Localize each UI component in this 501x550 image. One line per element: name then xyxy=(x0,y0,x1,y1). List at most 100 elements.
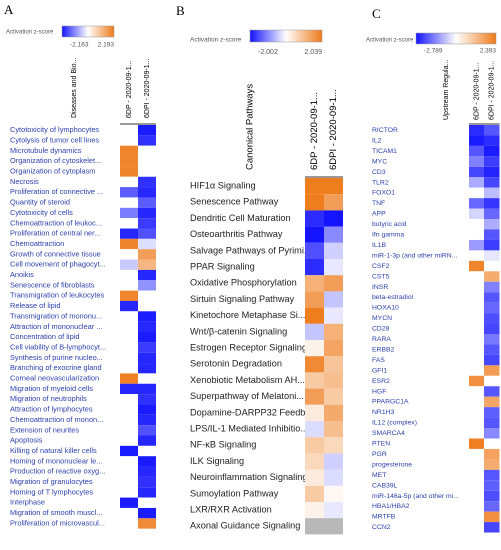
row-label: HIF1α Signaling xyxy=(190,181,256,191)
heat-cell xyxy=(120,456,138,467)
row-label: Homing of mononuclear le... xyxy=(10,456,102,465)
row-label: FOXO1 xyxy=(372,190,395,197)
panel-label: B xyxy=(176,3,185,18)
heat-cell xyxy=(484,198,500,209)
heat-cell xyxy=(469,198,485,209)
heat-cell xyxy=(469,260,485,272)
heat-cell xyxy=(484,313,500,324)
column-header: 6DPI - 2020-09-1... xyxy=(328,89,339,170)
heat-cell xyxy=(469,448,485,460)
heat-cell xyxy=(469,156,485,167)
panel-label: A xyxy=(4,2,14,17)
heat-cell xyxy=(469,177,485,188)
heat-cell xyxy=(120,300,138,312)
legend-scale xyxy=(249,29,323,43)
row-label: Transmigration of leukocytes xyxy=(10,291,105,300)
column-header: 6DPI - 2020-09-1... xyxy=(489,60,496,120)
row-label: Chemoattraction of leukoc... xyxy=(10,218,102,227)
row-label: MRTFB xyxy=(372,514,396,521)
heat-cell xyxy=(484,239,500,251)
heat-cell xyxy=(484,490,500,502)
heat-cell xyxy=(484,208,500,220)
heat-cell xyxy=(305,518,324,535)
heat-cell xyxy=(469,302,485,314)
heat-cell xyxy=(469,145,485,157)
heat-cell xyxy=(120,269,138,281)
heat-cell xyxy=(305,178,324,195)
heat-cell xyxy=(469,208,485,220)
heat-cell xyxy=(324,340,343,357)
row-label: Cell movement of phagocyt... xyxy=(10,260,106,269)
row-label: GFI1 xyxy=(372,367,387,374)
heat-cell xyxy=(138,445,156,457)
row-label: CCN2 xyxy=(372,524,391,531)
heat-cell xyxy=(469,166,485,178)
heat-cell xyxy=(324,210,343,227)
row-label: IL2 xyxy=(372,137,382,144)
row-label: LPS/IL-1 Mediated Inhibitio... xyxy=(190,424,308,434)
row-label: Wnt/β-catenin Signaling xyxy=(190,326,287,336)
row-header: Diseases and Bio... xyxy=(71,58,78,118)
heat-cell xyxy=(138,352,156,364)
heat-cell xyxy=(305,437,324,454)
row-label: Organization of cytoplasm xyxy=(10,167,95,176)
heat-cell xyxy=(469,459,485,470)
row-label: PPAR Signaling xyxy=(190,262,255,272)
heat-cell xyxy=(469,365,485,376)
heat-cell xyxy=(305,502,324,519)
heat-cell xyxy=(484,281,500,293)
row-label: Cell viability of B-lymphocyt... xyxy=(10,342,106,351)
heat-cell xyxy=(324,453,343,470)
heat-cell xyxy=(305,275,324,292)
row-label: MYC xyxy=(372,158,387,165)
heat-cell xyxy=(138,135,156,146)
row-label: Corneal neovascularization xyxy=(10,374,99,383)
heat-cell xyxy=(484,250,500,261)
heat-cell xyxy=(484,375,500,387)
row-label: Attraction of lymphocytes xyxy=(10,405,93,414)
heat-cell xyxy=(120,218,138,229)
legend-scale xyxy=(415,32,497,45)
heat-cell xyxy=(120,228,138,239)
row-label: RICTOR xyxy=(372,127,398,134)
row-label: Dopamine-DARPP32 Feedb... xyxy=(190,407,313,417)
heat-cell xyxy=(138,156,156,167)
heat-cell xyxy=(138,300,156,312)
heat-cell xyxy=(469,250,485,261)
heat-cell xyxy=(138,394,156,405)
heat-cell xyxy=(138,363,156,374)
heat-cell xyxy=(138,249,156,260)
heat-cell xyxy=(120,363,138,374)
heat-cell xyxy=(484,480,500,491)
row-label: INSR xyxy=(372,284,388,291)
heat-cell xyxy=(484,365,500,376)
heat-cell xyxy=(138,332,156,343)
heat-cell xyxy=(138,280,156,291)
heat-cell xyxy=(120,394,138,405)
heat-cell xyxy=(469,438,485,449)
panel-label: C xyxy=(372,6,381,21)
heat-cell xyxy=(469,375,485,387)
row-label: SMARCA4 xyxy=(372,430,405,437)
heat-cell xyxy=(484,135,500,146)
row-label: Concentration of lipid xyxy=(10,332,79,341)
heat-cell xyxy=(120,249,138,260)
legend-scale xyxy=(61,25,115,38)
heat-cell xyxy=(120,476,138,488)
row-label: Homing of T lymphocytes xyxy=(10,487,93,496)
heat-cell xyxy=(120,145,138,157)
row-label: IL12 (complex) xyxy=(372,420,417,427)
heat-cell xyxy=(469,334,485,345)
heat-cell xyxy=(138,290,156,301)
row-label: Serotonin Degradation xyxy=(190,359,282,369)
heat-cell xyxy=(305,453,324,470)
heat-cell xyxy=(138,507,156,519)
row-label: ESR2 xyxy=(372,378,390,385)
row-label: miR-1-3p (and other miRN... xyxy=(372,252,457,259)
row-label: Estrogen Receptor Signaling xyxy=(190,343,307,353)
heat-cell xyxy=(484,417,500,429)
column-header: 6DPI - 2020-09-1... xyxy=(144,58,151,118)
legend-max: 2.393 xyxy=(480,48,497,55)
legend-title: Activation z-score xyxy=(6,30,54,36)
